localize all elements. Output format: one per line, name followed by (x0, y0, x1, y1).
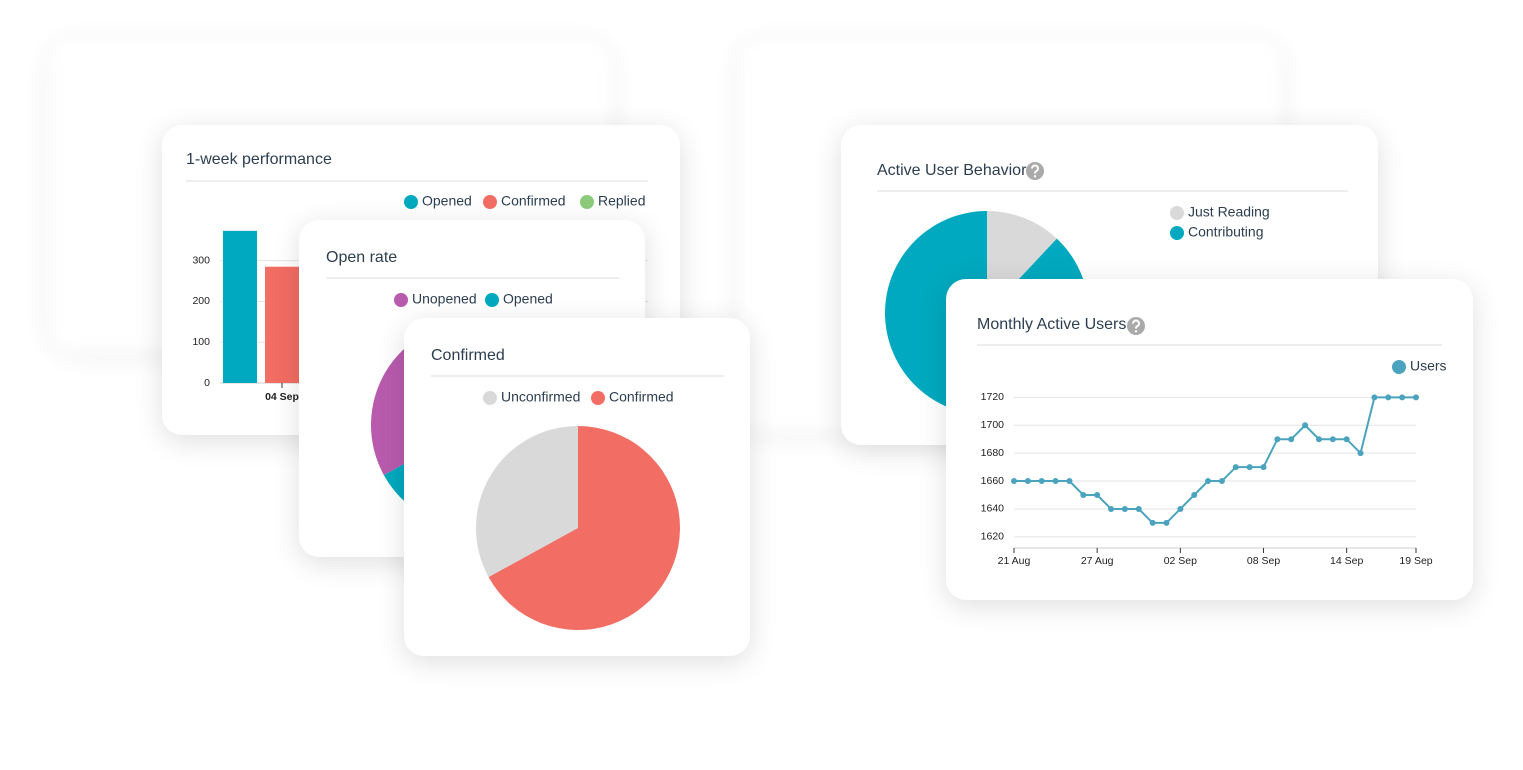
legend-marker (1170, 226, 1184, 240)
point (1302, 422, 1309, 429)
legend-label: Opened (503, 291, 553, 307)
x-tick-label: 21 Aug (998, 555, 1031, 567)
point (1246, 464, 1253, 471)
point (1218, 478, 1225, 485)
pie-slice (476, 426, 578, 578)
x-tick-label: 14 Sep (1330, 555, 1363, 567)
y-tick-label: 1700 (981, 419, 1005, 431)
point (1011, 478, 1017, 485)
legend-label: Opened (422, 193, 472, 209)
legend-label: Unconfirmed (501, 389, 580, 405)
legend-marker (1170, 206, 1184, 220)
chart: Monthly Active Users 1620 1640 1660 1680 170… (977, 316, 1447, 567)
chart-title: Confirmed (431, 347, 505, 364)
x-tick-label: 02 Sep (1164, 555, 1197, 567)
point (1149, 519, 1156, 526)
x-tick-label: 08 Sep (1247, 555, 1280, 567)
y-tick-label: 1640 (981, 503, 1005, 515)
point (1343, 436, 1350, 443)
legend-marker (580, 195, 594, 209)
legend-marker (1392, 360, 1406, 374)
line (1014, 396, 1416, 524)
y-tick-label: 0 (204, 377, 210, 389)
legend-label: Confirmed (609, 389, 674, 405)
point (1052, 478, 1059, 485)
point (1232, 464, 1239, 471)
point (1385, 394, 1392, 401)
point (1329, 436, 1336, 443)
legend-label: Users (1410, 358, 1447, 374)
legend-marker (394, 293, 408, 307)
chart-title: Open rate (326, 249, 397, 266)
point (1121, 505, 1128, 512)
chart-title: Active User Behavior (877, 162, 1027, 179)
legend-marker (591, 391, 605, 405)
point (1274, 436, 1281, 443)
bar (223, 230, 257, 383)
card: Monthly Active Users 1620 1640 1660 1680 170… (946, 279, 1473, 600)
legend-marker (404, 195, 418, 209)
point (1205, 478, 1212, 485)
point (1135, 505, 1142, 512)
y-tick-label: 1660 (981, 475, 1005, 487)
x-tick-label: 04 Sep (265, 391, 299, 403)
legend-label: Unopened (412, 291, 477, 307)
help-icon[interactable] (1026, 162, 1044, 180)
point (1080, 492, 1087, 498)
chart-title: Monthly Active Users (977, 316, 1126, 333)
y-tick-label: 1620 (981, 531, 1005, 543)
y-tick-label: 200 (192, 295, 210, 307)
legend-label: Confirmed (501, 193, 566, 209)
legend-marker (483, 391, 497, 405)
point (1357, 450, 1364, 457)
point (1288, 436, 1295, 443)
y-tick-label: 1680 (981, 447, 1005, 459)
point (1024, 478, 1031, 485)
point (1094, 492, 1101, 498)
point (1177, 505, 1184, 512)
point (1066, 478, 1073, 485)
legend-label: Just Reading (1188, 204, 1270, 220)
legend-marker (483, 195, 497, 209)
y-tick-label: 1720 (981, 391, 1005, 403)
y-tick-label: 100 (192, 336, 210, 348)
chart: Confirmed Unconfirmed Confirmed (431, 347, 724, 630)
point (1260, 464, 1267, 471)
point (1038, 478, 1045, 485)
legend-marker (485, 293, 499, 307)
point (1191, 492, 1198, 498)
point (1371, 394, 1378, 401)
bar (265, 266, 299, 383)
card: Confirmed Unconfirmed Confirmed (404, 318, 750, 656)
chart-title: 1-week performance (186, 151, 332, 168)
point (1413, 394, 1419, 401)
help-icon[interactable] (1127, 317, 1145, 335)
x-tick-label: 27 Aug (1081, 555, 1114, 567)
x-tick-label: 19 Sep (1399, 555, 1432, 567)
point (1315, 436, 1322, 443)
y-tick-label: 300 (192, 254, 210, 266)
pie-slice (488, 426, 680, 630)
legend-label: Contributing (1188, 224, 1264, 240)
point (1163, 519, 1170, 526)
point (1399, 394, 1406, 401)
legend-label: Replied (598, 193, 645, 209)
point (1108, 505, 1115, 512)
